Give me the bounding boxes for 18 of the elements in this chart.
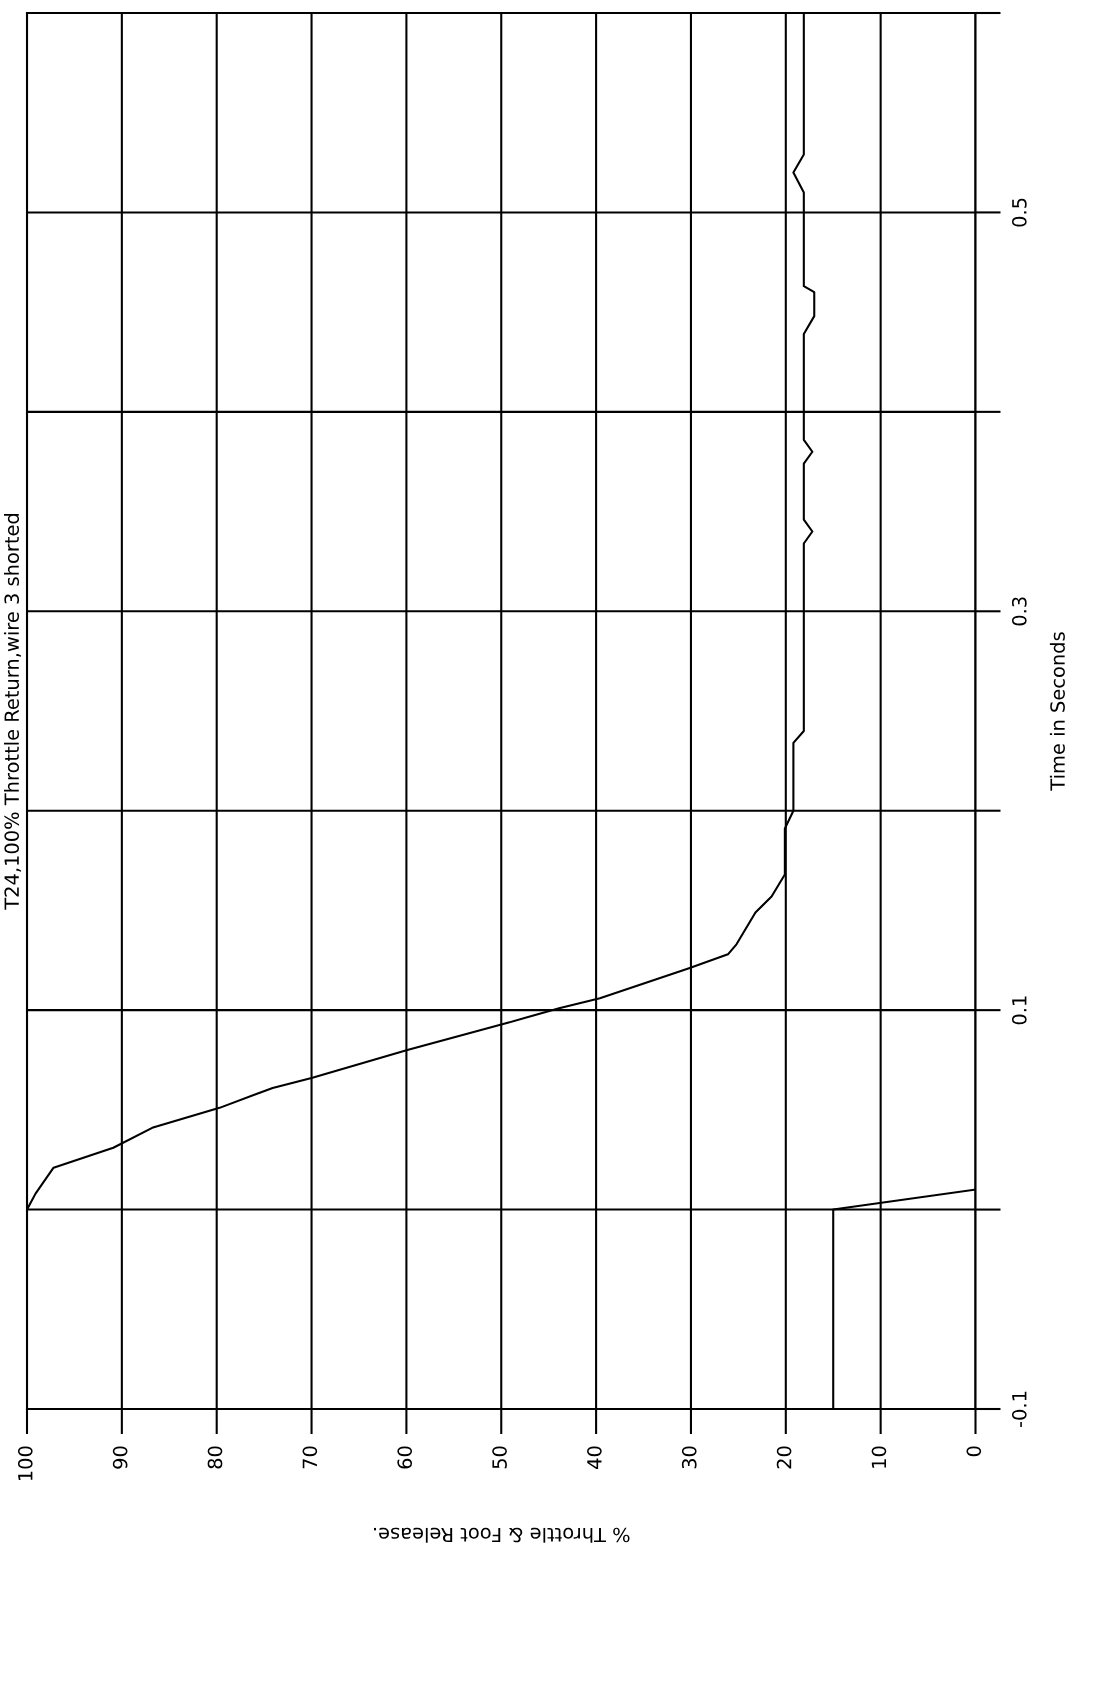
x-tick-label: 90 xyxy=(112,1446,128,1469)
x-tick-label: 80 xyxy=(207,1446,223,1469)
x-tick-label: 60 xyxy=(397,1446,413,1469)
x-tick-label: 20 xyxy=(776,1446,792,1469)
x-tick-label: 30 xyxy=(681,1446,697,1469)
x-tick-label: 10 xyxy=(871,1446,887,1468)
x-tick-label: 50 xyxy=(492,1446,507,1469)
y-tick-label: 0.3 xyxy=(1011,597,1027,626)
x-tick-label: 70 xyxy=(302,1446,318,1469)
x-tick-label: 0 xyxy=(966,1446,982,1457)
x-tick-label: 40 xyxy=(587,1446,602,1469)
x-axis-title: % Throttle & Foot Release. xyxy=(374,1527,630,1543)
y-tick-label: 0.5 xyxy=(1011,198,1027,227)
text: T24,100% Throttle Return,wire 3 shorted xyxy=(4,513,22,910)
y-tick-label: 0.1 xyxy=(1011,996,1027,1025)
y-tick-label: -0.1 xyxy=(1011,1391,1027,1428)
y-axis-title: Time in Seconds xyxy=(1049,632,1065,791)
x-tick-label: 100 xyxy=(17,1446,33,1481)
